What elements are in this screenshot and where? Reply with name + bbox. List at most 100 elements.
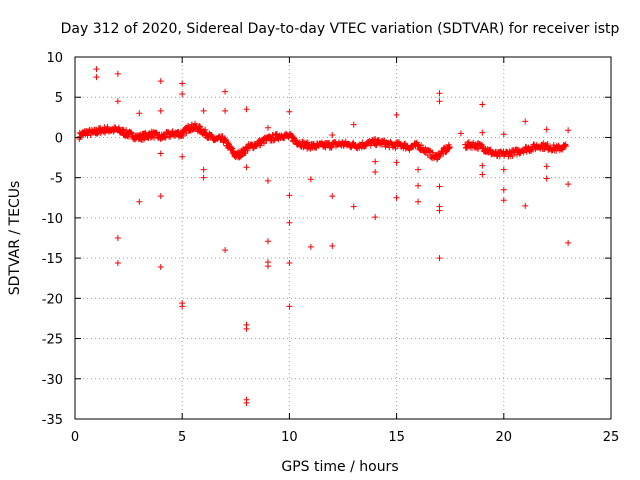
band-point [473, 144, 480, 151]
outlier-point [222, 247, 229, 254]
band-point [128, 129, 135, 136]
band-point [520, 149, 527, 156]
band-point [446, 144, 453, 151]
outlier-point [114, 259, 121, 266]
y-tick-label: -20 [42, 292, 63, 307]
outlier-point [436, 183, 443, 190]
outlier-point [543, 126, 550, 133]
band-point [561, 142, 568, 149]
outlier-point [393, 159, 400, 166]
outlier-point [436, 98, 443, 105]
outlier-point [157, 78, 164, 85]
outlier-point [393, 111, 400, 118]
outlier-point [329, 193, 336, 200]
x-tick-label: 5 [178, 430, 186, 445]
outlier-point [243, 399, 250, 406]
outlier-point [179, 91, 186, 98]
tick-labels: 0 5 10 15 20 25 10 5 0 -5 -10 -15 -20 -25 -30 -35 [42, 51, 620, 445]
x-axis-label: GPS time / hours [281, 459, 398, 475]
outlier-point [415, 182, 422, 189]
outlier-point [522, 118, 529, 125]
band-point [544, 141, 551, 148]
outlier-point [264, 177, 271, 184]
band-point [426, 148, 433, 155]
outlier-point [286, 303, 293, 310]
outlier-point [479, 162, 486, 169]
outlier-point [157, 263, 164, 270]
data-points [76, 66, 572, 406]
plot-frame [74, 56, 612, 420]
outlier-point [243, 106, 250, 113]
outlier-point [565, 181, 572, 188]
outlier-point [522, 202, 529, 209]
outlier-point [286, 219, 293, 226]
band-point [128, 130, 135, 137]
band-point [185, 122, 192, 129]
band-point [424, 152, 431, 159]
y-axis-label: SDTVAR / TECUs [7, 181, 23, 296]
outlier-point [93, 74, 100, 81]
outlier-point [565, 239, 572, 246]
outlier-point [500, 131, 507, 138]
outlier-point [157, 150, 164, 157]
band-point [562, 143, 569, 150]
outlier-point [179, 303, 186, 310]
outlier-point [415, 166, 422, 173]
band-point [509, 153, 516, 160]
band-point [553, 147, 560, 154]
y-tick-label: -10 [42, 212, 63, 227]
y-tick-label: 5 [55, 91, 63, 106]
outlier-point [436, 207, 443, 214]
outlier-point [350, 203, 357, 210]
axis-ticks [74, 56, 612, 420]
outlier-point [200, 174, 207, 181]
band-point [328, 143, 335, 150]
y-tick-label: -25 [42, 333, 63, 348]
outlier-point [457, 130, 464, 137]
band-point [196, 123, 203, 130]
outlier-point [222, 107, 229, 114]
outlier-point [286, 259, 293, 266]
chart-title: Day 312 of 2020, Sidereal Day-to-day VTE… [61, 21, 620, 37]
outlier-point [286, 108, 293, 115]
band-point [104, 123, 111, 130]
outlier-point [264, 263, 271, 270]
x-tick-label: 20 [496, 430, 513, 445]
outlier-point [543, 163, 550, 170]
band-point [266, 133, 273, 140]
x-tick-label: 25 [603, 430, 620, 445]
outlier-point [114, 235, 121, 241]
outlier-point [436, 90, 443, 97]
band-point [202, 126, 209, 133]
outlier-point [93, 66, 100, 73]
outlier-point [543, 175, 550, 182]
outlier-point [243, 325, 250, 332]
x-tick-label: 10 [281, 430, 298, 445]
band-point [260, 140, 267, 147]
band-point [123, 127, 130, 134]
outlier-point [329, 132, 336, 139]
outlier-point [479, 129, 486, 136]
outlier-point [200, 107, 207, 114]
band-point [271, 137, 278, 144]
outlier-point [286, 192, 293, 199]
grid-lines [75, 57, 611, 419]
y-tick-label: 0 [55, 131, 63, 146]
band-point [273, 131, 280, 138]
band-point [558, 145, 565, 152]
outlier-point [157, 193, 164, 200]
outlier-point [114, 70, 121, 77]
band-point [87, 132, 94, 139]
outlier-point [264, 124, 271, 131]
x-tick-label: 15 [388, 430, 405, 445]
outlier-point [136, 198, 143, 205]
outlier-point [114, 98, 121, 105]
outlier-point [222, 88, 229, 95]
outlier-point [350, 121, 357, 128]
outlier-point [179, 80, 186, 87]
outlier-point [500, 197, 507, 204]
outlier-point [500, 186, 507, 193]
y-tick-label: -30 [42, 373, 63, 388]
outlier-point [415, 198, 422, 205]
